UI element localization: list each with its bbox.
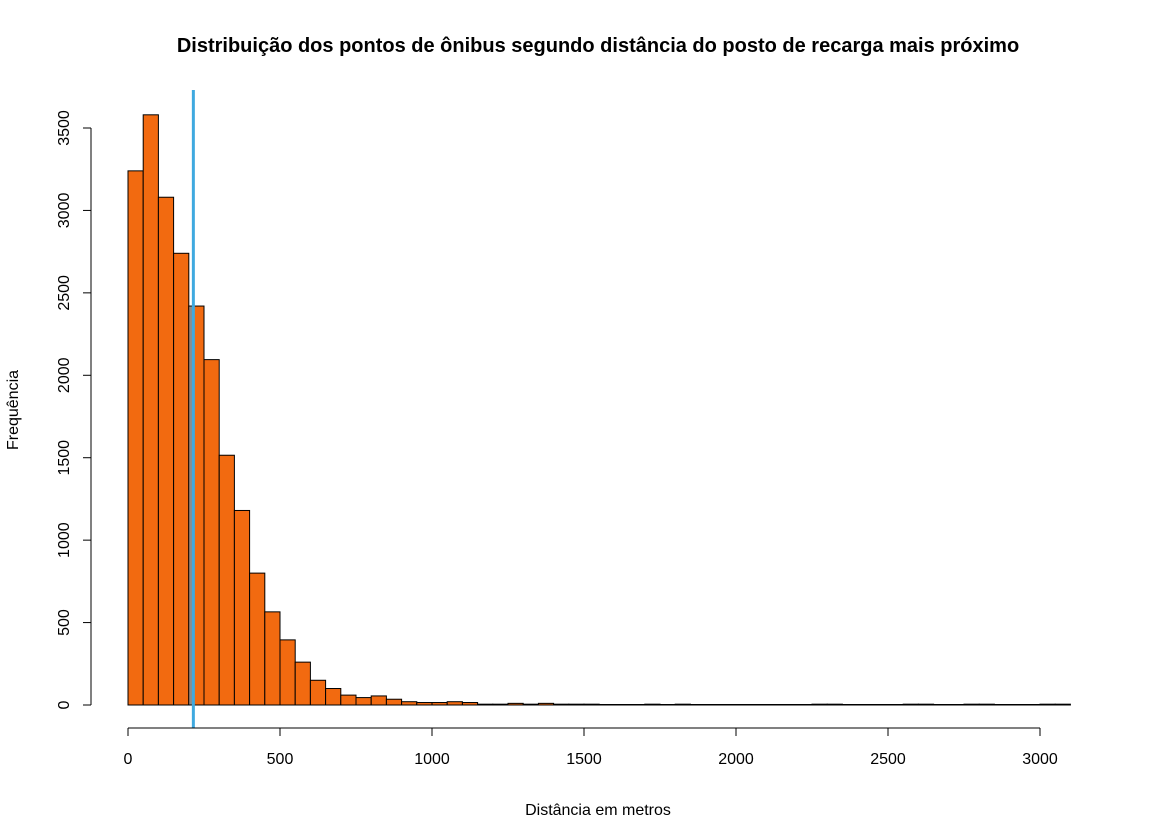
histogram-bar [1054,703,1071,706]
histogram-bar [477,703,494,706]
histogram-bar [826,703,843,706]
histogram-bar [537,702,555,706]
histogram-bar [294,661,311,706]
histogram-bar [370,695,387,706]
y-axis-label: Frequência [5,370,22,450]
histogram-bar [233,509,251,706]
histogram-bar [644,703,661,706]
histogram-bar [978,703,995,706]
histogram-bar [340,694,357,706]
histogram-bar [492,703,509,706]
chart-title: Distribuição dos pontos de ônibus segund… [177,35,1019,57]
histogram-bar [446,701,463,706]
highlighted-bar-segment [189,306,194,705]
histogram-bar [674,703,691,706]
x-tick-label: 500 [267,751,294,768]
histogram-bar [568,703,585,706]
histogram-bar [963,703,980,706]
x-tick-label: 3000 [1022,751,1058,768]
y-tick-label: 2000 [56,357,73,393]
histogram-bar [811,703,828,706]
histogram-bar [461,702,479,706]
y-tick-label: 3500 [56,110,73,146]
histogram-bar [279,639,296,706]
histogram-bar [902,703,919,706]
x-tick-label: 0 [124,751,133,768]
histogram-bar [157,196,175,706]
histogram-bar [218,454,235,706]
histogram-bar [553,703,570,706]
histogram-bar [917,703,935,706]
x-axis-label: Distância em metros [525,802,671,819]
histogram-bar [325,688,342,706]
histogram-bar [522,703,539,706]
histogram-bar [127,170,144,706]
histogram-bar [355,697,372,706]
histogram-bar [203,359,220,706]
y-tick-label: 1000 [56,522,73,558]
histogram-bar [142,114,159,706]
histogram-bar [264,611,281,706]
y-tick-label: 3000 [56,193,73,229]
x-tick-label: 2000 [718,751,754,768]
histogram-bar [431,702,448,706]
y-axis: 0 500 1000 1500 2000 2500 3000 3500 [56,110,92,709]
x-tick-label: 1500 [566,751,602,768]
y-tick-label: 0 [56,700,73,709]
y-tick-label: 2500 [56,275,73,311]
x-axis: 0 500 1000 1500 2000 2500 3000 [124,727,1058,768]
histogram-bar [507,702,524,706]
x-tick-label: 1000 [414,751,450,768]
y-tick-label: 1500 [56,440,73,476]
histogram-bar [173,252,190,706]
y-tick-label: 500 [56,609,73,636]
histogram-bar [385,698,403,706]
bars-group [127,114,1071,706]
histogram-bar [416,702,433,706]
histogram-bar [401,701,418,706]
histogram-bar [583,703,600,706]
histogram-bar [309,679,327,706]
x-tick-label: 2500 [870,751,906,768]
histogram-bar [249,572,266,706]
histogram-bar [1039,703,1056,706]
